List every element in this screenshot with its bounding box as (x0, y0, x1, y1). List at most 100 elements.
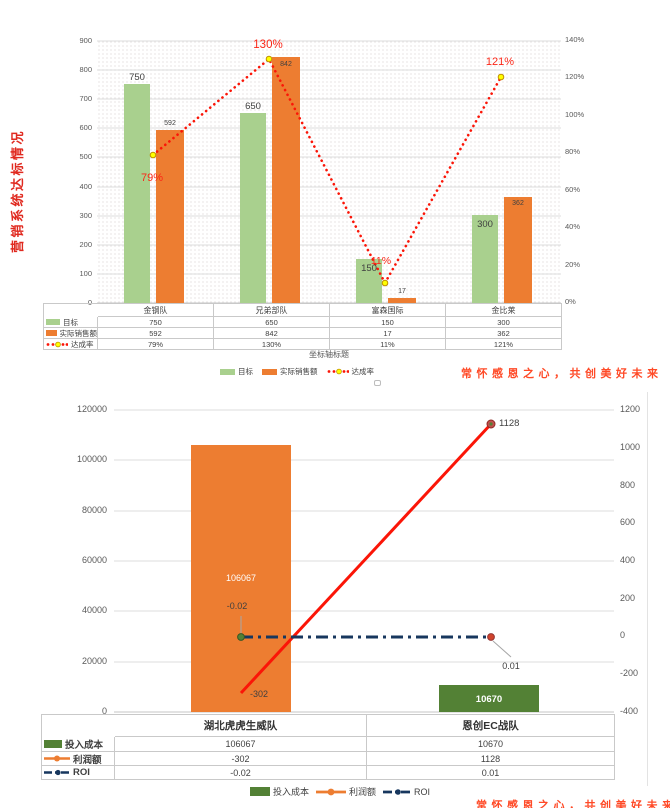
bar-cost-1 (191, 445, 291, 712)
category-cell: 兄弟部队 (214, 304, 330, 317)
target-swatch (46, 319, 60, 325)
y-axis-tick: 20000 (81, 656, 107, 666)
y-axis-tick: 700 (79, 94, 92, 103)
data-label: 650 (245, 101, 261, 112)
actual-swatch (262, 368, 277, 375)
y-axis-tick: 400 (79, 182, 92, 191)
rate-dots-swatch (46, 341, 68, 347)
rate-label: 79% (140, 172, 164, 184)
table-value: 11% (330, 339, 446, 350)
data-label: 150 (361, 263, 377, 274)
table-value: 10670 (367, 737, 615, 752)
table-value: 150 (330, 317, 446, 328)
roi-marker-2 (487, 633, 495, 641)
series-label-target: 目标 (44, 317, 98, 328)
series-label-rate: 达成率 (44, 339, 98, 350)
bar-actual-1 (156, 130, 184, 303)
data-label: 592 (164, 120, 176, 127)
table-value: 106067 (115, 737, 367, 752)
category-cell: 金比莱 (446, 304, 562, 317)
category-cell: 金钢队 (98, 304, 214, 317)
y-axis-tick: 300 (79, 211, 92, 220)
top-legend: 目标 实际销售额 达成率 (65, 366, 529, 377)
y2-axis-tick: 80% (565, 147, 581, 156)
y2-axis-tick: 100% (565, 110, 585, 119)
column-divider (647, 392, 648, 786)
rate-dots-swatch (327, 368, 349, 375)
category-cell: 湖北虎虎生威队 (115, 715, 367, 737)
cost-swatch (249, 787, 270, 796)
y-axis-tick: 0 (87, 298, 92, 307)
bottom-lines (237, 419, 512, 695)
series-label-profit: 利润额 (42, 752, 115, 766)
y2-axis-tick: 140% (565, 35, 585, 44)
y-axis-tick: 600 (79, 123, 92, 132)
data-label: 842 (280, 61, 292, 68)
x-axis-title: 坐标轴标题 (309, 350, 349, 359)
bar-target-4 (472, 215, 498, 303)
bar-actual-4 (504, 197, 532, 303)
bar-cost-2 (439, 685, 539, 712)
roi-line-swatch (383, 788, 411, 795)
legend-item-actual: 实际销售额 (262, 366, 318, 377)
series-label-cost: 投入成本 (42, 737, 115, 752)
legend-item-cost: 投入成本 (249, 785, 309, 798)
bottom-legend: 投入成本 利润额 ROI (60, 785, 620, 798)
table-value: 362 (446, 328, 562, 339)
data-label: 0.01 (502, 661, 520, 671)
legend-item-rate: 达成率 (327, 366, 374, 377)
slogan-top: 常怀感恩之心，共创美好未来 (461, 368, 663, 380)
category-cell: 恩创EC战队 (367, 715, 615, 737)
slogan-bottom: 常怀感恩之心，共创美好未来 (476, 800, 670, 808)
y2-axis-tick: 60% (565, 185, 581, 194)
data-label: 106067 (225, 573, 257, 583)
data-label: -0.02 (226, 601, 248, 611)
y-axis-tick: 900 (79, 36, 92, 45)
top-chart-vertical-title: 营销系统达标情况 (10, 129, 25, 254)
leader-line (492, 640, 512, 658)
y-axis-tick: 40000 (81, 605, 107, 615)
rate-label: 11% (370, 255, 392, 267)
legend-item-target: 目标 (220, 366, 253, 377)
rate-label: 121% (485, 56, 515, 68)
y2-axis-tick: 800 (620, 480, 636, 490)
bar-target-1 (124, 84, 150, 303)
table-value: 17 (330, 328, 446, 339)
rate-label: 130% (253, 39, 283, 51)
cost-swatch (44, 740, 62, 748)
data-label: 362 (512, 200, 524, 207)
table-value: -0.02 (115, 766, 367, 780)
legend-item-profit: 利润额 (315, 785, 376, 798)
profit-line (239, 422, 493, 695)
table-value: 79% (98, 339, 214, 350)
y-axis-tick: 60000 (81, 555, 107, 565)
data-label: 1128 (499, 418, 520, 429)
data-label: -302 (249, 689, 268, 699)
y-axis-tick: 100000 (76, 454, 107, 464)
bar-target-3 (356, 259, 382, 303)
series-label-actual: 实际销售额 (44, 328, 98, 339)
table-value: 1128 (367, 752, 615, 766)
y2-axis-tick: 120% (565, 72, 585, 81)
table-value: 0.01 (367, 766, 615, 780)
bar-actual-3 (388, 298, 416, 303)
table-value: 121% (446, 339, 562, 350)
chart-handle-dot (374, 380, 381, 386)
y2-axis-tick: 400 (620, 555, 636, 565)
table-value: 750 (98, 317, 214, 328)
y2-axis-tick: -400 (620, 706, 639, 716)
profit-line-swatch (315, 788, 346, 795)
y2-axis-tick: 0 (620, 630, 626, 640)
actual-swatch (46, 330, 57, 336)
y-axis-tick: 80000 (81, 505, 107, 515)
y2-axis-tick: 600 (620, 517, 636, 527)
bar-actual-2 (272, 57, 300, 303)
table-value: 592 (98, 328, 214, 339)
y2-axis-tick: 40% (565, 222, 581, 231)
data-label: 300 (477, 219, 493, 230)
top-rate-line (149, 55, 505, 287)
table-value: 130% (214, 339, 330, 350)
category-cell: 富森国际 (330, 304, 446, 317)
y-axis-tick: 100 (79, 269, 92, 278)
y-axis-tick: 120000 (76, 404, 107, 414)
